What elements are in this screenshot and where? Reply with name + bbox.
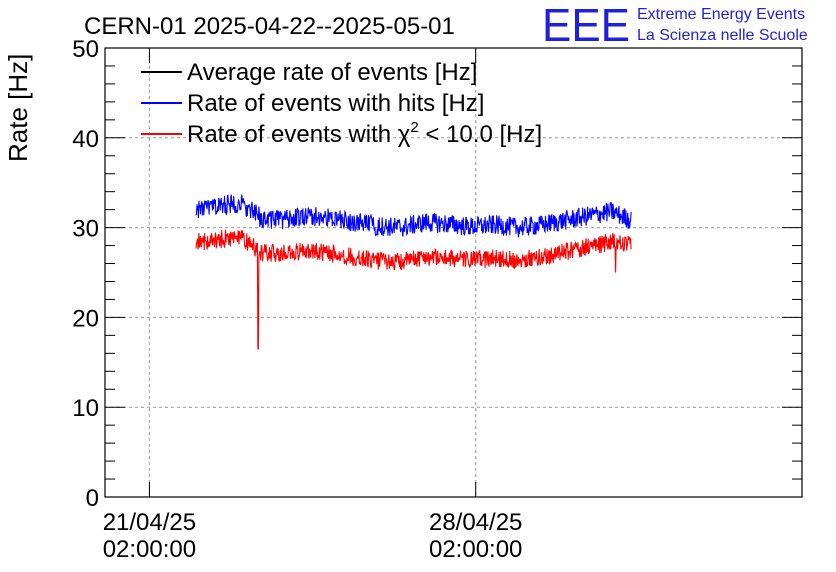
y-tick-label: 20 [72,305,99,332]
legend: Average rate of events [Hz] Rate of even… [141,59,542,148]
logo-mark: EEE [542,0,630,51]
y-tick-label: 30 [72,216,99,243]
y-tick-label: 10 [72,395,99,422]
plot-frame [104,47,803,498]
series-line-1 [195,193,632,238]
eee-logo: EEE Extreme Energy Events La Scienza nel… [542,0,808,51]
legend-label-chi2: Rate of events with χ2 < 10.0 [Hz] [187,119,542,148]
chart-title: CERN-01 2025-04-22--2025-05-01 [84,13,455,40]
legend-label-hits: Rate of events with hits [Hz] [187,90,484,117]
x-tick-label-date: 21/04/25 [103,509,196,536]
y-tick-labels: 0 10 20 30 40 50 [72,36,99,512]
x-tick-label-time: 02:00:00 [429,536,522,563]
series-layer [195,193,632,350]
x-tick-label-time: 02:00:00 [103,536,196,563]
logo-line2: La Scienza nelle Scuole [637,27,808,44]
axes [104,47,803,498]
series-line-2 [195,229,632,350]
y-tick-label: 50 [72,36,99,63]
y-axis-label: Rate [Hz] [3,54,33,162]
grid-lines [105,48,802,497]
legend-label-average: Average rate of events [Hz] [187,59,477,86]
logo-line1: Extreme Energy Events [637,6,805,23]
y-tick-label: 0 [86,485,99,512]
y-tick-label: 40 [72,126,99,153]
x-tick-label-date: 28/04/25 [429,509,522,536]
